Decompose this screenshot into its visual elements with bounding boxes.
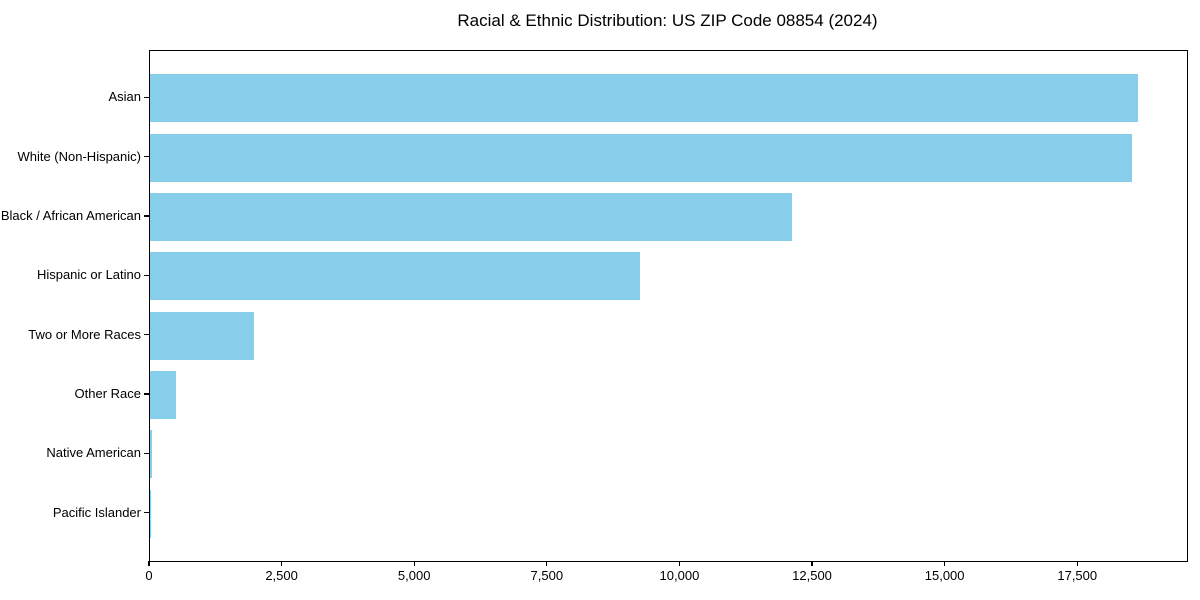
- x-tick-mark: [413, 561, 415, 566]
- y-tick-mark: [144, 156, 149, 158]
- y-tick-mark: [144, 215, 149, 217]
- y-tick-label: Other Race: [74, 385, 141, 401]
- y-tick-label: Black / African American: [0, 208, 141, 224]
- x-tick-label: 17,500: [1057, 568, 1098, 583]
- y-tick-mark: [144, 274, 149, 276]
- plot-area: [149, 50, 1188, 562]
- x-tick-label: 12,500: [792, 568, 832, 583]
- x-tick-label: 10,000: [659, 568, 700, 583]
- bar: [150, 370, 176, 419]
- y-tick-mark: [144, 393, 149, 395]
- x-tick-mark: [944, 561, 946, 566]
- chart-title: Racial & Ethnic Distribution: US ZIP Cod…: [457, 11, 878, 30]
- x-tick-mark: [811, 561, 813, 566]
- x-tick-mark: [1076, 561, 1078, 566]
- y-tick-mark: [144, 511, 149, 514]
- y-tick-mark: [144, 96, 149, 99]
- y-tick-label: Hispanic or Latino: [36, 267, 141, 283]
- x-tick-label: 2,500: [265, 568, 298, 583]
- y-tick-label: Two or More Races: [28, 326, 141, 342]
- bar: [150, 252, 640, 301]
- x-tick-label: 5,000: [397, 568, 431, 583]
- x-tick-label: 0: [145, 568, 153, 583]
- y-tick-label: Pacific Islander: [52, 504, 141, 520]
- bar: [150, 74, 1138, 123]
- x-tick-mark: [678, 561, 681, 566]
- y-tick-mark: [144, 334, 149, 336]
- y-tick-label: Asian: [108, 89, 141, 105]
- bar: [150, 430, 152, 479]
- x-tick-label: 15,000: [924, 568, 965, 583]
- bar: [150, 489, 151, 538]
- y-tick-mark: [144, 452, 149, 454]
- x-tick-mark: [281, 561, 283, 566]
- bar: [150, 133, 1133, 182]
- y-tick-label: White (Non-Hispanic): [17, 148, 141, 164]
- x-tick-mark: [148, 561, 150, 566]
- bar: [150, 193, 793, 242]
- y-tick-label: Native American: [46, 445, 141, 461]
- bar: [150, 311, 254, 360]
- x-tick-mark: [546, 561, 548, 566]
- x-tick-label: 7,500: [530, 568, 564, 583]
